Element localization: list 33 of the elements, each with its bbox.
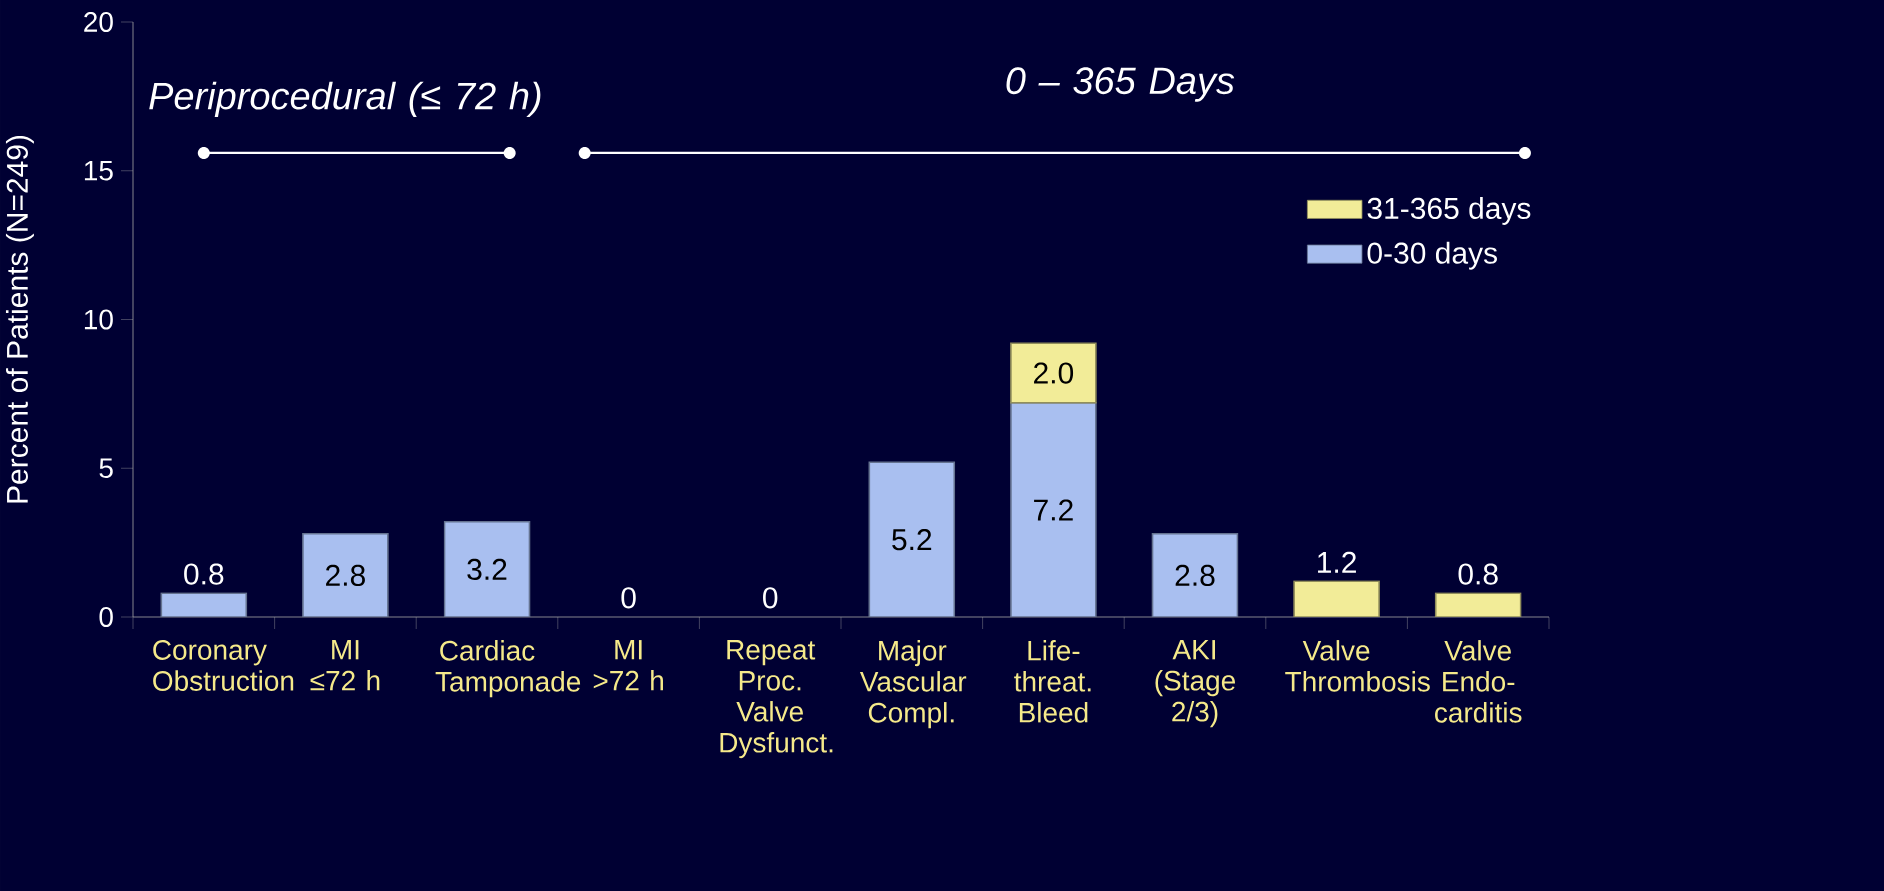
data-label: 5.2 (892, 529, 932, 551)
data-label: 3.2 (467, 558, 507, 581)
y-tick-label: 5 (99, 458, 113, 479)
x-tick-label: Cardiac Tamponade (435, 640, 581, 698)
data-label: 2.0 (1034, 362, 1074, 384)
bar (302, 532, 389, 617)
bar (1010, 342, 1097, 404)
data-label: 2.8 (1175, 564, 1215, 586)
x-tick-label: Coronary Obstruction (153, 640, 294, 691)
y-tick-label: 10 (84, 309, 113, 330)
data-label: 1.2 (1318, 551, 1356, 573)
x-tick-label: Major Vascular Compl. (859, 640, 967, 729)
y-axis-title: Percent of Patients (N=249) (5, 135, 34, 503)
y-tick-label: 0 (99, 607, 113, 627)
data-label: 0.8 (184, 563, 224, 585)
x-tick-label: Valve Endo-carditis (1435, 640, 1522, 723)
y-tick-label: 15 (84, 160, 113, 181)
data-label: 0 (621, 587, 636, 609)
x-tick-label: AKI (Stage 2/3) (1155, 640, 1236, 728)
data-label: 0 (763, 587, 778, 609)
data-label: 2.8 (326, 564, 365, 586)
data-label: 0.8 (1458, 563, 1498, 585)
y-tick-label: 20 (84, 12, 113, 32)
x-tick-label: MI >72 h (593, 640, 663, 691)
annotation: 0 – 365 Days (1006, 67, 1235, 102)
data-label: 7.2 (1034, 499, 1073, 521)
legend-label: 0-30 days (1367, 241, 1497, 270)
x-tick-label: Valve Thrombosis (1285, 640, 1430, 692)
annotation: Periprocedural (≤ 72 h) (149, 81, 541, 118)
x-tick-label: Repeat Proc. Valve Dysfunct. (720, 640, 833, 759)
x-tick-label: MI ≤72 h (310, 640, 380, 691)
x-tick-label: Life-threat. Bleed (1014, 640, 1091, 723)
legend-label: 31-365 days (1367, 197, 1531, 225)
